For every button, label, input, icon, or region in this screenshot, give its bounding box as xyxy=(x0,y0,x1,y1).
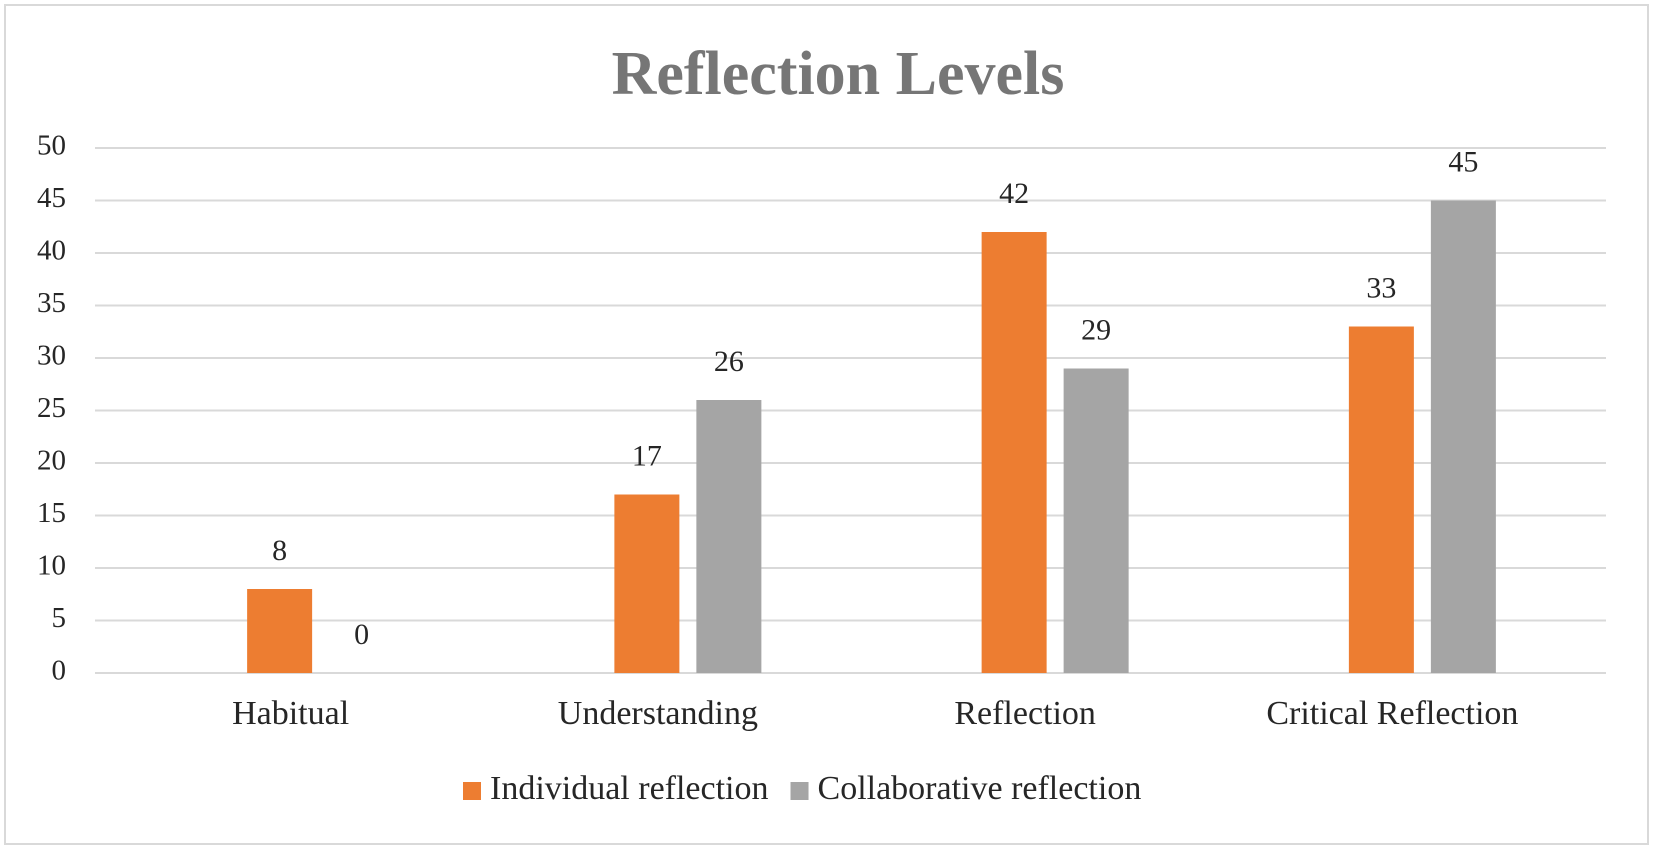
bar xyxy=(1348,326,1414,673)
legend-label: Individual reflection xyxy=(490,770,769,807)
x-tick-label: Understanding xyxy=(558,695,758,732)
data-label: 17 xyxy=(632,439,662,472)
y-tick-label: 25 xyxy=(37,392,66,424)
data-label: 8 xyxy=(272,534,287,567)
legend-swatch xyxy=(463,782,481,800)
bar xyxy=(981,232,1047,673)
y-tick-label: 40 xyxy=(37,235,66,267)
y-tick-label: 5 xyxy=(52,602,67,634)
y-tick-label: 50 xyxy=(37,130,66,162)
y-tick-label: 15 xyxy=(37,497,66,529)
data-label: 29 xyxy=(1081,313,1111,346)
bar xyxy=(247,589,313,673)
data-label: 45 xyxy=(1448,145,1478,178)
x-tick-label: Critical Reflection xyxy=(1266,695,1518,732)
y-tick-label: 0 xyxy=(52,655,67,687)
y-tick-label: 35 xyxy=(37,287,66,319)
y-tick-label: 10 xyxy=(37,550,66,582)
chart-title: Reflection Levels xyxy=(612,40,1065,108)
data-label: 33 xyxy=(1366,271,1396,304)
bar xyxy=(1063,368,1129,673)
legend-swatch xyxy=(790,782,809,800)
y-tick-label: 20 xyxy=(37,445,66,477)
data-label: 26 xyxy=(714,345,744,378)
legend-label: Collaborative reflection xyxy=(818,770,1142,807)
bar xyxy=(696,400,762,673)
x-tick-label: Habitual xyxy=(232,695,349,732)
bar xyxy=(614,494,680,673)
bar xyxy=(1430,200,1496,673)
y-tick-label: 30 xyxy=(37,340,66,372)
data-label: 0 xyxy=(354,618,369,651)
data-label: 42 xyxy=(999,177,1029,210)
y-tick-label: 45 xyxy=(37,182,66,214)
x-tick-label: Reflection xyxy=(954,695,1096,732)
